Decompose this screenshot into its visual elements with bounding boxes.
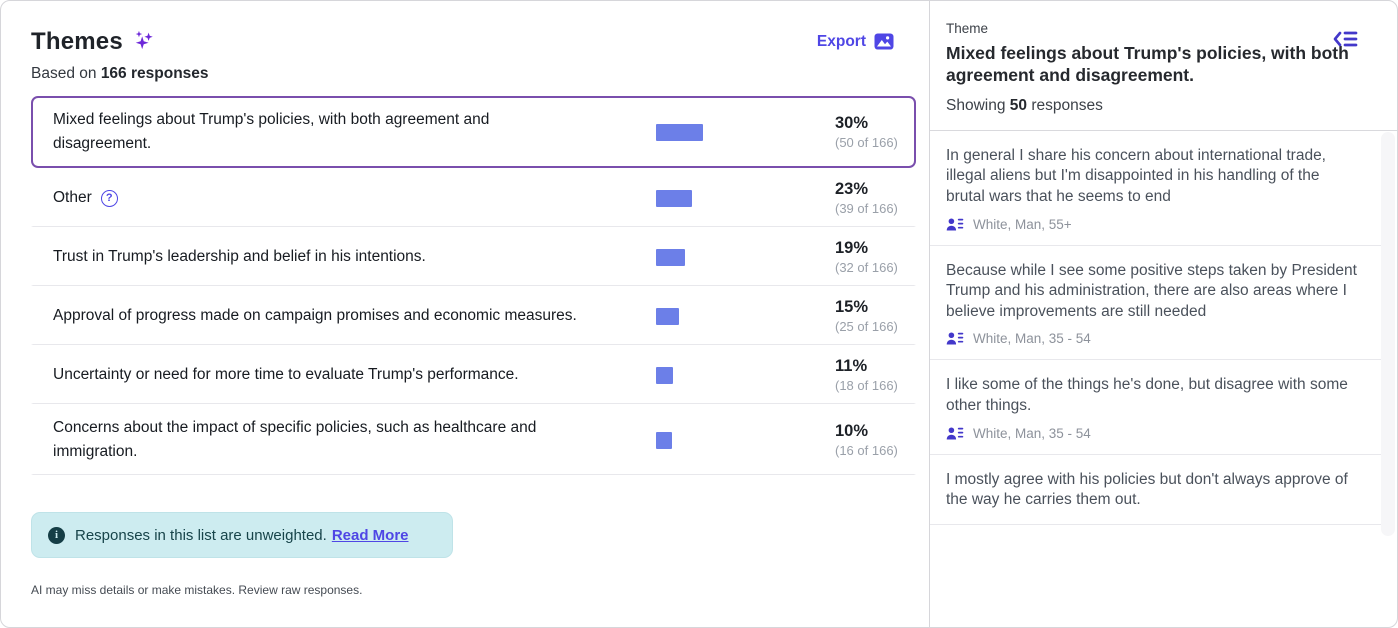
theme-label: Trust in Trump's leadership and belief i… (53, 248, 426, 266)
theme-row-other[interactable]: Other ? 23% (39 of 166) (31, 168, 916, 228)
scrollbar-track[interactable] (1381, 131, 1395, 536)
header-divider (930, 129, 1397, 131)
selected-theme-title: Mixed feelings about Trump's policies, w… (946, 43, 1349, 85)
ai-sparkles-icon (133, 29, 155, 56)
export-button[interactable]: Export (817, 33, 894, 51)
based-on-prefix: Based on (31, 65, 97, 82)
theme-row-uncertainty[interactable]: Uncertainty or need for more time to eva… (31, 345, 916, 405)
theme-bar-track (656, 189, 826, 207)
help-icon[interactable]: ? (100, 189, 118, 207)
theme-bar (656, 189, 692, 207)
theme-bar-track (656, 307, 826, 325)
themes-panel: Themes Export Bas (1, 1, 929, 627)
theme-detail-header: Theme Mixed feelings about Trump's polic… (930, 1, 1397, 130)
respondent-demographics: White, Man, 55+ (973, 216, 1072, 232)
theme-row-concerns[interactable]: Concerns about the impact of specific po… (31, 404, 916, 476)
response-text: Because while I see some positive steps … (946, 261, 1357, 320)
response-text: I like some of the things he's done, but… (946, 376, 1348, 415)
ai-disclaimer: AI may miss details or make mistakes. Re… (31, 583, 363, 598)
page-title: Themes (31, 27, 123, 55)
export-label: Export (816, 32, 866, 50)
theme-count: (39 of 166) (835, 201, 898, 217)
theme-label: Uncertainty or need for more time to eva… (53, 366, 519, 384)
based-on-responses: Based on 166 responses (31, 65, 916, 83)
response-list: In general I share his concern about int… (930, 131, 1397, 627)
theme-label: Approval of progress made on campaign pr… (53, 307, 577, 325)
theme-list: Mixed feelings about Trump's policies, w… (31, 96, 916, 476)
theme-percent: 10% (835, 422, 869, 441)
theme-bar-track (656, 431, 826, 449)
theme-count: (25 of 166) (835, 319, 898, 335)
theme-detail-panel: Theme Mixed feelings about Trump's polic… (929, 1, 1397, 627)
theme-percent: 19% (835, 239, 869, 258)
theme-label: Mixed feelings about Trump's policies, w… (53, 111, 490, 153)
theme-bar (656, 431, 672, 449)
response-card: I like some of the things he's done, but… (930, 360, 1381, 455)
based-on-count: 166 responses (100, 65, 209, 82)
theme-count: (18 of 166) (835, 378, 898, 394)
theme-count: (50 of 166) (835, 135, 898, 151)
respondent-icon (946, 426, 964, 441)
export-image-icon (874, 33, 894, 50)
banner-text: Responses in this list are unweighted. (75, 526, 327, 544)
themes-header: Themes Export (31, 27, 916, 56)
respondent-icon (946, 331, 964, 346)
theme-label: Other (53, 189, 92, 207)
theme-percent: 11% (835, 357, 868, 376)
theme-bar-track (656, 123, 826, 141)
unweighted-info-banner: i Responses in this list are unweighted.… (31, 512, 453, 559)
theme-bar (656, 248, 686, 266)
theme-row-approval[interactable]: Approval of progress made on campaign pr… (31, 286, 916, 346)
respondent-demographics: White, Man, 35 - 54 (973, 331, 1091, 347)
response-text: I mostly agree with his policies but don… (946, 470, 1348, 509)
theme-count: (32 of 166) (835, 260, 898, 276)
theme-percent: 15% (835, 298, 869, 317)
response-card: In general I share his concern about int… (930, 131, 1381, 246)
theme-bar (656, 366, 674, 384)
theme-percent: 30% (835, 114, 869, 133)
read-more-link[interactable]: Read More (331, 526, 409, 544)
theme-kicker: Theme (946, 21, 989, 36)
theme-bar (656, 307, 680, 325)
respondent-icon (946, 217, 964, 232)
response-card: Because while I see some positive steps … (930, 246, 1381, 361)
theme-label: Concerns about the impact of specific po… (53, 419, 537, 461)
collapse-panel-button[interactable] (1332, 29, 1359, 49)
respondent-demographics: White, Man, 35 - 54 (973, 425, 1091, 441)
theme-bar-track (656, 248, 826, 266)
theme-count: (16 of 166) (835, 443, 898, 459)
response-card: I mostly agree with his policies but don… (930, 455, 1381, 525)
showing-count: 50 (1009, 96, 1028, 114)
theme-row-trust[interactable]: Trust in Trump's leadership and belief i… (31, 227, 916, 287)
theme-percent: 23% (835, 180, 869, 199)
theme-row-mixed-feelings[interactable]: Mixed feelings about Trump's policies, w… (31, 96, 916, 169)
theme-bar (656, 123, 703, 141)
info-icon: i (48, 526, 65, 544)
showing-responses: Showing 50 responses (946, 96, 1103, 114)
response-text: In general I share his concern about int… (946, 146, 1326, 205)
theme-bar-track (656, 366, 826, 384)
